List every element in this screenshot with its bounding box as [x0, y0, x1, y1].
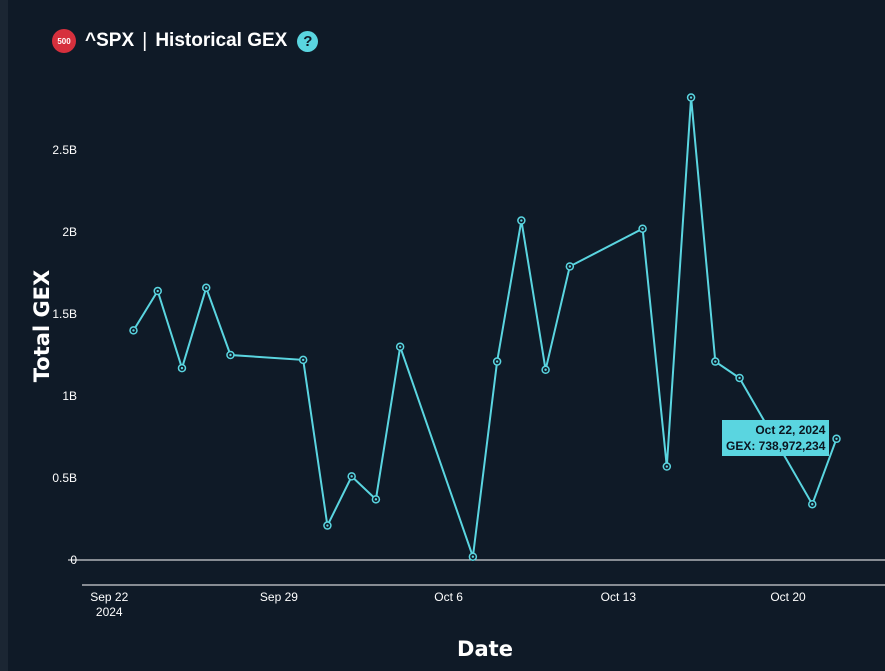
x-tick-label: Sep 29 — [260, 590, 298, 604]
x-tick-year-label: 2024 — [96, 605, 123, 619]
data-point-center — [326, 524, 329, 527]
data-point-center — [714, 360, 717, 363]
data-point-center — [301, 358, 305, 362]
chart-header: 500 ^SPX | Historical GEX ? — [52, 26, 319, 56]
chart-title: Historical GEX — [155, 30, 288, 51]
y-tick-label: 1B — [62, 389, 77, 403]
help-icon[interactable]: ? — [297, 30, 319, 52]
data-point-center — [568, 265, 572, 268]
data-point-center — [689, 96, 693, 99]
sp500-badge-icon: 500 — [52, 29, 76, 53]
data-point-center — [205, 286, 208, 289]
y-tick-label: 2B — [62, 225, 77, 239]
data-point-center — [835, 437, 838, 441]
y-tick-label: 2.5B — [52, 143, 77, 157]
data-point-center — [665, 465, 669, 468]
hover-tooltip: Oct 22, 2024 GEX: 738,972,234 — [722, 420, 830, 456]
gex-series-line — [132, 97, 838, 558]
data-point-center — [738, 376, 741, 380]
title-separator: | — [142, 29, 148, 52]
y-tick-label: 1.5B — [52, 307, 77, 321]
ticker-symbol: ^SPX — [85, 30, 135, 51]
data-point-center — [471, 555, 475, 558]
data-point-center — [544, 368, 547, 371]
x-tick-label: Oct 6 — [434, 590, 463, 604]
x-tick-label: Sep 22 — [90, 590, 128, 604]
y-axis-title: Total GEX — [30, 270, 54, 382]
data-point-center — [811, 503, 814, 506]
data-point-center — [520, 219, 523, 222]
data-point-center — [350, 475, 353, 478]
data-point-center — [156, 289, 159, 293]
data-point-center — [180, 366, 184, 370]
gex-data-points — [129, 93, 841, 561]
data-point-center — [398, 345, 402, 348]
y-tick-label: 0.5B — [52, 471, 77, 485]
data-point-center — [132, 329, 135, 332]
x-axis-title: Date — [457, 637, 513, 661]
data-point-center — [641, 227, 644, 230]
x-tick-label: Oct 13 — [601, 590, 637, 604]
tooltip-value: GEX: 738,972,234 — [726, 439, 826, 453]
window-edge — [0, 0, 8, 671]
tooltip-date: Oct 22, 2024 — [755, 423, 826, 437]
data-point-center — [495, 360, 499, 363]
x-tick-label: Oct 20 — [770, 590, 806, 604]
data-point-center — [229, 353, 232, 357]
data-point-center — [374, 498, 378, 501]
